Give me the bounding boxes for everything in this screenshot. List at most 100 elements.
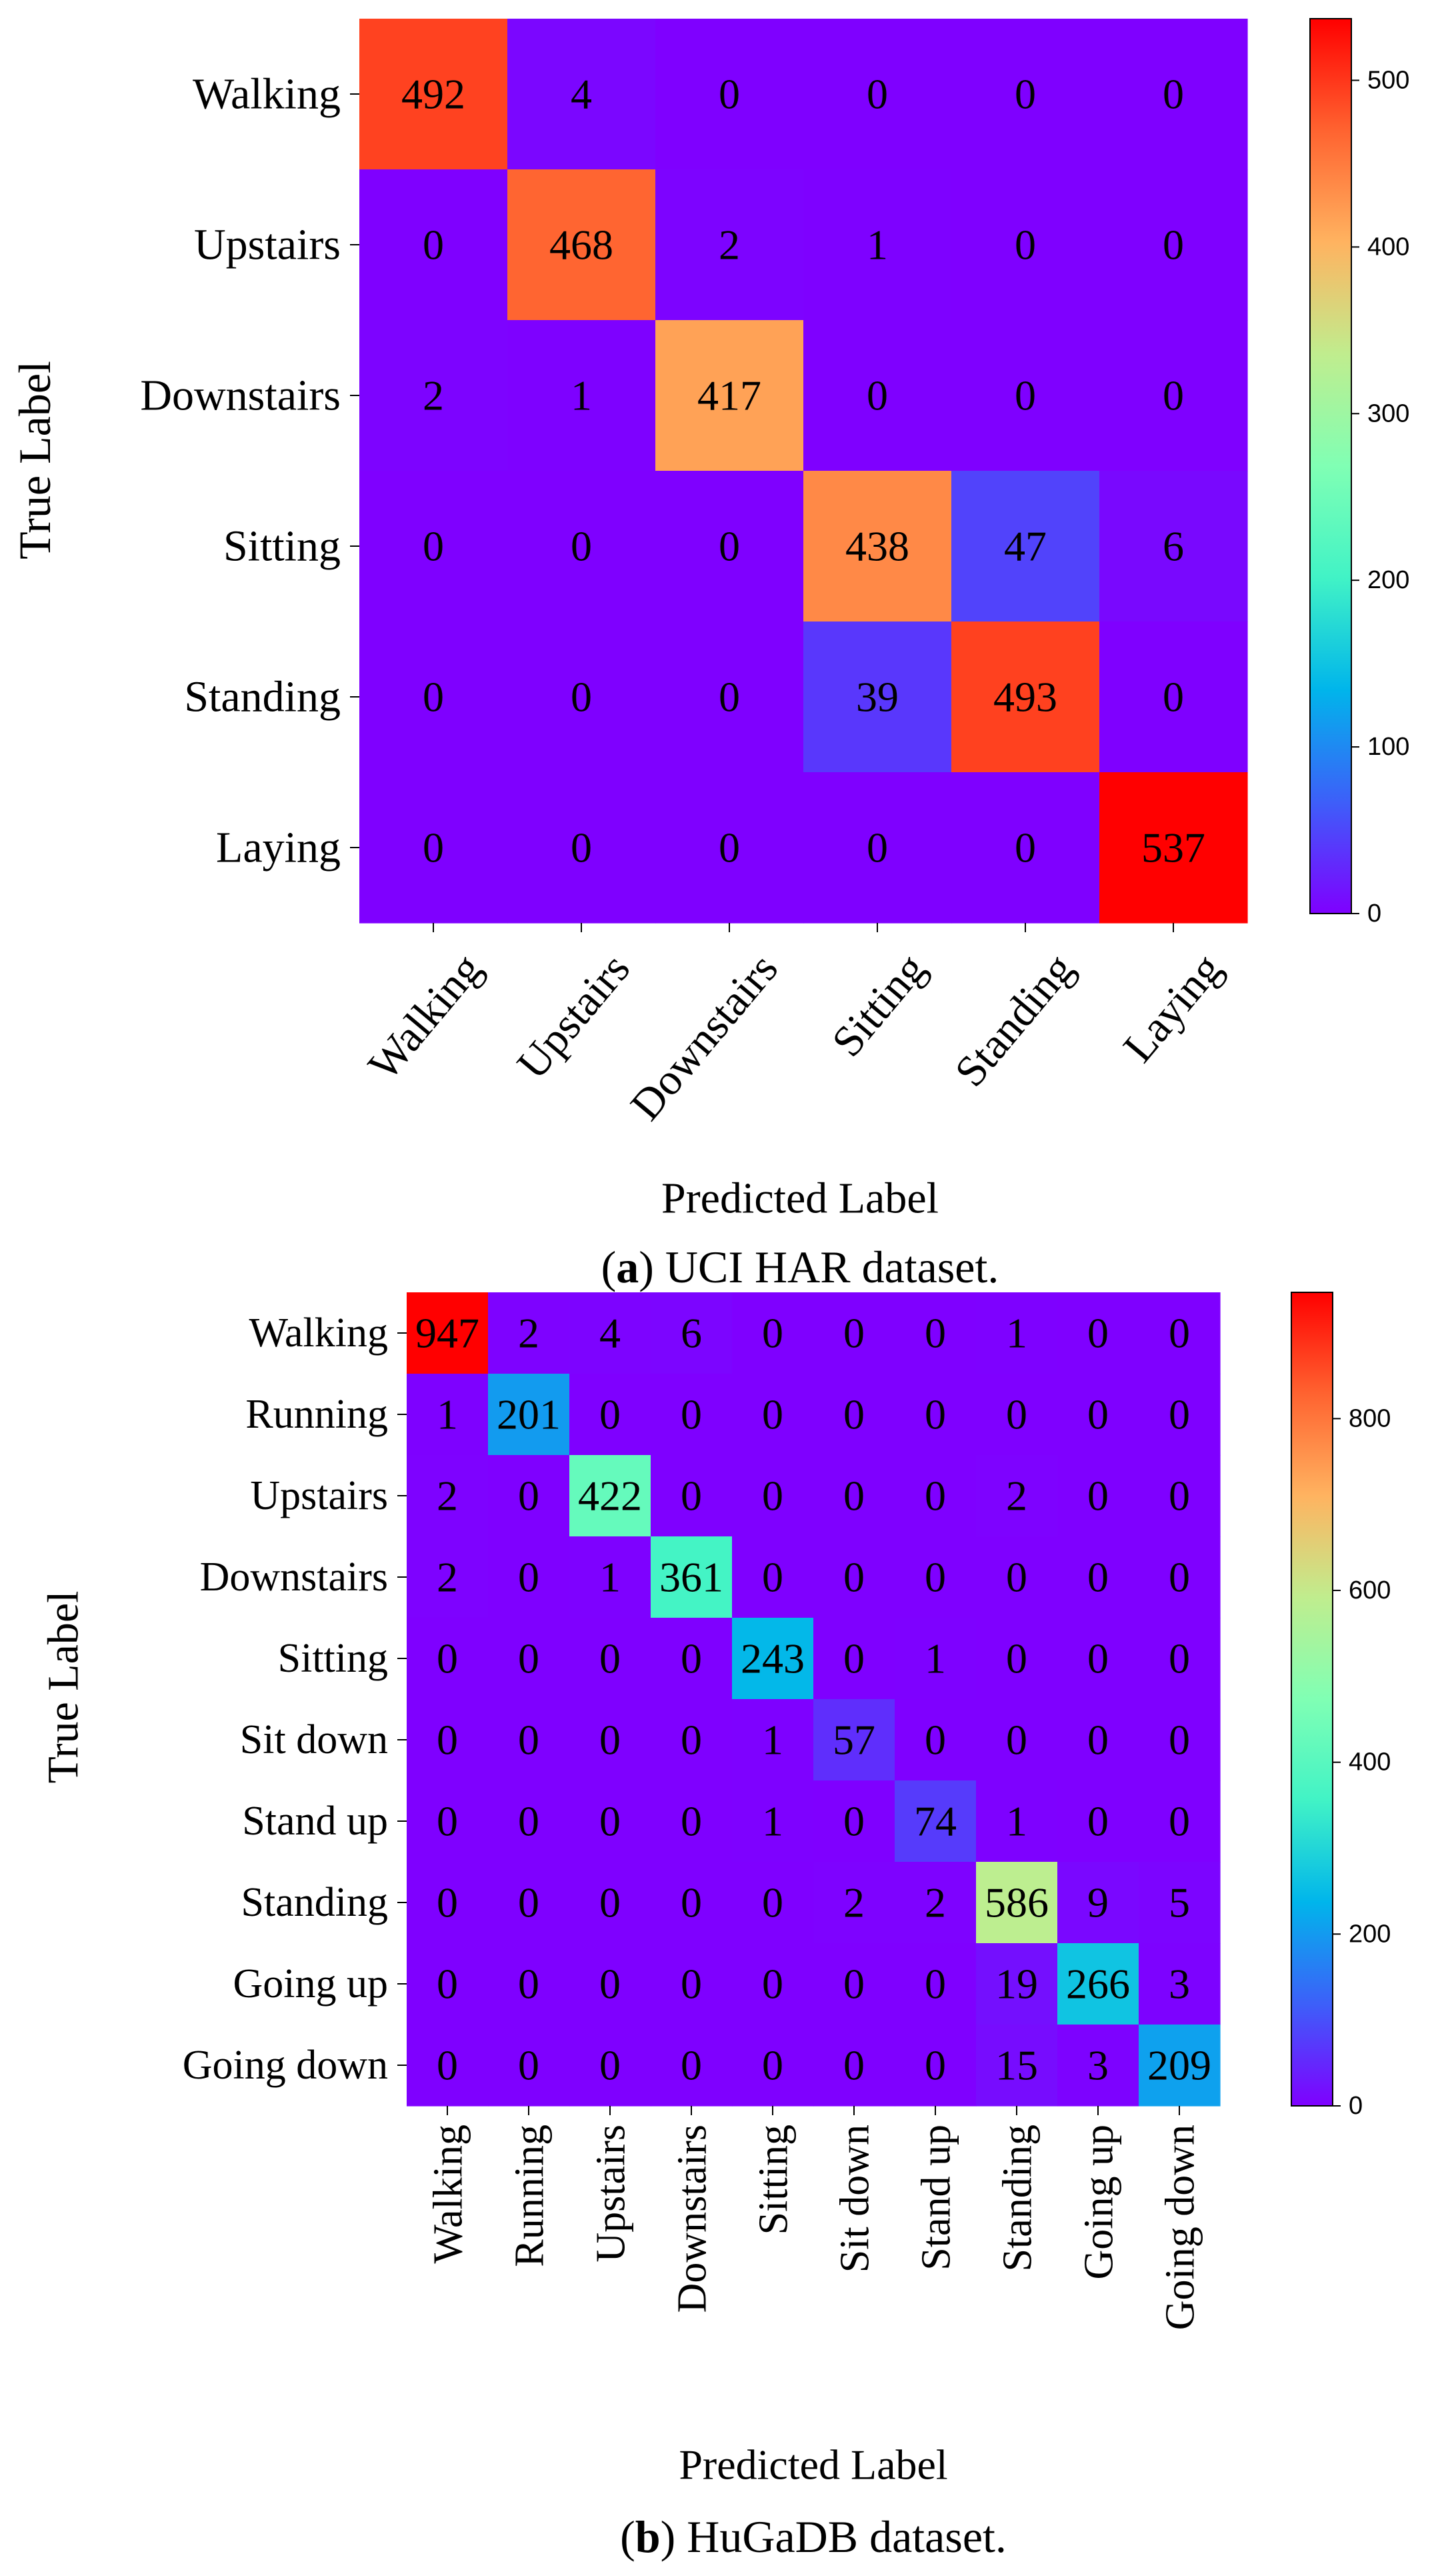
heatmap-cell	[813, 1374, 895, 1456]
heatmap-cell	[569, 2025, 651, 2107]
cell-value-label: 0	[518, 1879, 539, 1926]
heatmap-cell	[1057, 2025, 1139, 2107]
heatmap-cell	[1139, 1699, 1221, 1781]
heatmap-cell	[1139, 1374, 1221, 1456]
cell-value-label: 0	[1006, 1391, 1027, 1438]
cell-value-label: 493	[993, 674, 1057, 721]
heatmap-cell	[813, 1292, 895, 1374]
cell-value-label: 0	[423, 523, 444, 570]
y-tick-label: Stand up	[242, 1798, 388, 1844]
cell-value-label: 0	[571, 824, 592, 872]
cell-value-label: 2	[437, 1472, 458, 1520]
heatmap-cell	[895, 1943, 977, 2025]
heatmap-cell	[813, 2025, 895, 2107]
heatmap-cell	[803, 621, 952, 773]
heatmap-cell	[803, 19, 952, 170]
heatmap-cell	[655, 471, 804, 622]
heatmap-cell	[651, 1455, 733, 1537]
cell-value-label: 0	[599, 2042, 621, 2089]
heatmap-cell	[488, 1862, 570, 1944]
heatmap-cell	[651, 1699, 733, 1781]
heatmap-cell	[951, 169, 1100, 321]
heatmap-cell	[813, 1699, 895, 1781]
heatmap-cell	[651, 1618, 733, 1700]
cell-value-label: 243	[741, 1635, 805, 1682]
cell-value-label: 0	[1169, 1716, 1190, 1764]
cell-value-label: 0	[437, 1879, 458, 1926]
heatmap-cell	[803, 320, 952, 471]
cell-value-label: 0	[599, 1391, 621, 1438]
cell-value-label: 0	[1087, 1716, 1109, 1764]
cell-value-label: 0	[518, 1961, 539, 2008]
cell-value-label: 2	[843, 1879, 865, 1926]
heatmap-cell	[359, 471, 508, 622]
cell-value-label: 9	[1087, 1879, 1109, 1926]
heatmap-cell	[359, 772, 508, 924]
y-tick-label: Upstairs	[194, 221, 341, 269]
cell-value-label: 0	[1169, 1391, 1190, 1438]
heatmap-cell	[569, 1618, 651, 1700]
heatmap-cell	[1139, 1618, 1221, 1700]
heatmap-cell	[976, 1943, 1058, 2025]
cell-value-label: 0	[1087, 1635, 1109, 1682]
colorbar-tick-label: 600	[1349, 1576, 1391, 1604]
heatmap-cell	[732, 1455, 814, 1537]
heatmap-cell	[407, 1455, 489, 1537]
heatmap-cell	[569, 1374, 651, 1456]
heatmap-cell	[655, 772, 804, 924]
cell-value-label: 2	[423, 372, 444, 419]
heatmap-cell	[895, 1374, 977, 1456]
heatmap-cell	[732, 1780, 814, 1862]
cell-value-label: 3	[1169, 1961, 1190, 2008]
cell-value-label: 1	[599, 1554, 621, 1601]
heatmap-cell	[895, 1780, 977, 1862]
heatmap-cell	[569, 1292, 651, 1374]
heatmap-cell	[1099, 19, 1248, 170]
cell-value-label: 0	[762, 1554, 783, 1601]
cell-value-label: 0	[1169, 1798, 1190, 1845]
x-tick-label: Stand up	[914, 2125, 959, 2271]
cell-value-label: 0	[925, 1391, 946, 1438]
cell-value-label: 0	[1169, 1472, 1190, 1520]
cell-value-label: 0	[762, 1961, 783, 2008]
heatmap-cell	[976, 1618, 1058, 1700]
cell-value-label: 0	[518, 1635, 539, 1682]
heatmap-cell	[488, 1536, 570, 1618]
cell-value-label: 0	[1087, 1554, 1109, 1601]
cell-value-label: 39	[856, 674, 899, 721]
cell-value-label: 0	[843, 1310, 865, 1357]
heatmap-cell	[1139, 1292, 1221, 1374]
cell-value-label: 0	[571, 523, 592, 570]
cell-value-label: 0	[762, 2042, 783, 2089]
cell-value-label: 0	[762, 1879, 783, 1926]
heatmap-cell	[569, 1862, 651, 1944]
heatmap-cell	[407, 1862, 489, 1944]
cell-value-label: 57	[833, 1716, 875, 1764]
cell-value-label: 209	[1147, 2042, 1211, 2089]
cell-value-label: 0	[843, 2042, 865, 2089]
heatmap-cell	[976, 1455, 1058, 1537]
cell-value-label: 0	[762, 1391, 783, 1438]
cell-value-label: 0	[681, 1879, 702, 1926]
cell-value-label: 6	[681, 1310, 702, 1357]
cell-value-label: 0	[518, 1716, 539, 1764]
x-tick-label: Standing	[945, 945, 1083, 1096]
cell-value-label: 417	[697, 372, 761, 419]
cell-value-label: 2	[1006, 1472, 1027, 1520]
y-tick-label: Standing	[184, 673, 341, 722]
cell-value-label: 0	[571, 674, 592, 721]
panel-caption: (b) HuGaDB dataset.	[620, 2511, 1007, 2562]
y-tick-label: Running	[245, 1392, 388, 1437]
cell-value-label: 0	[925, 1554, 946, 1601]
cell-value-label: 0	[1087, 1310, 1109, 1357]
heatmap-cell	[732, 1699, 814, 1781]
cell-value-label: 947	[415, 1310, 479, 1357]
cell-value-label: 2	[925, 1879, 946, 1926]
cell-value-label: 4	[599, 1310, 621, 1357]
heatmap-cell	[732, 1292, 814, 1374]
cell-value-label: 0	[1169, 1310, 1190, 1357]
heatmap-cell	[359, 621, 508, 773]
cell-value-label: 0	[518, 1554, 539, 1601]
heatmap-cell	[976, 1862, 1058, 1944]
heatmap-cell	[407, 1292, 489, 1374]
